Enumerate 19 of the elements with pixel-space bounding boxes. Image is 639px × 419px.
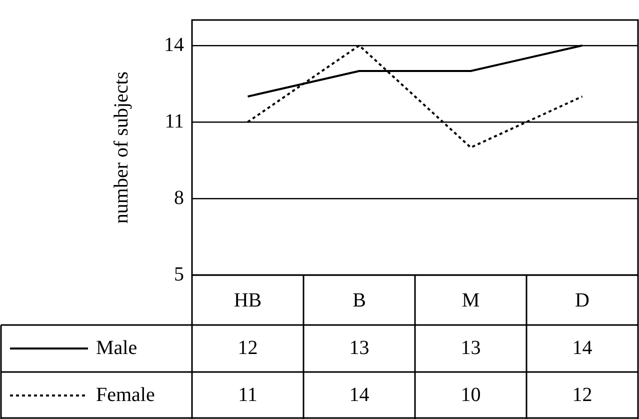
- y-tick-label: 8: [174, 186, 184, 209]
- x-tick-label: D: [575, 289, 590, 312]
- data-label: 14: [349, 384, 370, 406]
- y-tick-label: 14: [164, 34, 184, 56]
- x-tick-label: HB: [234, 289, 262, 312]
- data-label: 13: [349, 336, 370, 359]
- y-tick-label: 5: [174, 263, 184, 286]
- data-label: 14: [572, 336, 592, 359]
- legend-label: Female: [96, 384, 155, 406]
- legend-label: Male: [96, 336, 138, 359]
- data-label: 11: [238, 384, 258, 406]
- x-tick-label: M: [462, 289, 480, 312]
- data-label: 12: [238, 336, 258, 359]
- y-tick-label: 11: [164, 110, 184, 132]
- data-label: 12: [572, 384, 592, 406]
- x-tick-label: B: [352, 289, 366, 312]
- y-axis-title: number of subjects: [110, 71, 132, 224]
- data-label: 10: [460, 384, 481, 406]
- data-label: 13: [460, 336, 481, 359]
